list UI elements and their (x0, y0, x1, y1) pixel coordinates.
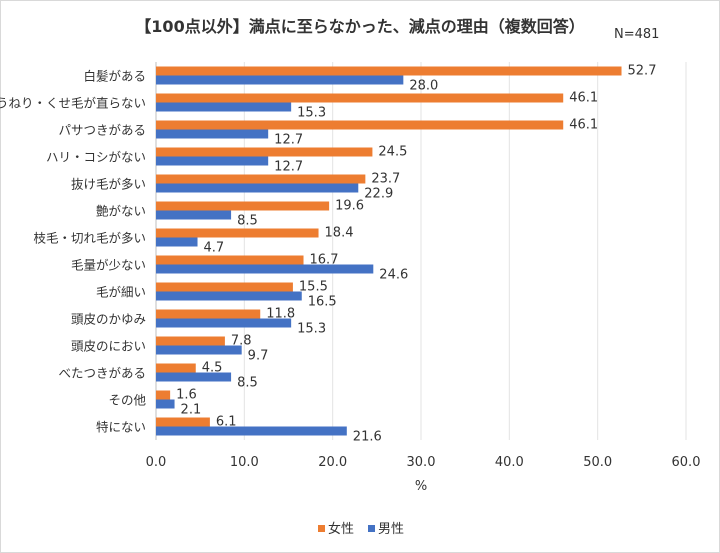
bar-male (156, 291, 302, 301)
data-label: 23.7 (371, 172, 400, 187)
data-label: 4.7 (204, 241, 225, 256)
x-tick-label: 40.0 (495, 455, 524, 470)
data-label: 1.6 (176, 388, 197, 403)
bar-female (156, 147, 373, 157)
data-label: 12.7 (274, 133, 303, 148)
bar-female (156, 255, 304, 265)
x-tick-label: 20.0 (318, 455, 347, 470)
bar-female (156, 201, 330, 211)
category-label: 頭皮のにおい (71, 339, 146, 354)
data-label: 4.5 (202, 361, 223, 376)
bar-male (156, 237, 198, 247)
legend-swatch (318, 525, 325, 532)
bar-male (156, 75, 404, 85)
data-label: 7.8 (231, 334, 252, 349)
bar-female (156, 363, 196, 373)
data-label: 16.7 (310, 253, 339, 268)
data-label: 12.7 (274, 160, 303, 175)
data-label: 8.5 (237, 376, 258, 391)
data-label: 28.0 (409, 79, 438, 94)
category-label: 白髪がある (83, 69, 146, 84)
bar-female (156, 282, 293, 292)
legend: 女性 男性 (318, 521, 404, 537)
data-label: 9.7 (248, 349, 269, 364)
bar-female (156, 309, 261, 319)
data-label: 21.6 (353, 430, 382, 445)
data-label: 52.7 (628, 64, 657, 79)
chart-title: 【100点以外】満点に至らなかった、減点の理由（複数回答） (135, 17, 584, 36)
data-label: 24.6 (379, 268, 408, 283)
data-label: 15.3 (297, 322, 326, 337)
sample-size-note: N=481 (614, 27, 659, 42)
bar-male (156, 264, 374, 274)
bar-female (156, 174, 366, 184)
data-label: 18.4 (325, 226, 354, 241)
data-label: 8.5 (237, 214, 258, 229)
bar-female (156, 120, 564, 130)
x-tick-label: 60.0 (672, 455, 701, 470)
x-tick-label: 10.0 (230, 455, 259, 470)
legend-label: 男性 (378, 522, 404, 537)
category-label: パサつきがある (58, 123, 146, 138)
category-label: べたつきがある (58, 366, 146, 381)
legend-label: 女性 (328, 521, 354, 537)
data-label: 46.1 (569, 91, 598, 106)
bar-male (156, 318, 292, 328)
category-label: 艶がない (96, 204, 146, 219)
category-label: 特にない (96, 420, 146, 435)
bar-female (156, 390, 171, 400)
data-label: 11.8 (266, 307, 295, 322)
category-label: 抜け毛が多い (71, 177, 146, 192)
data-label: 22.9 (364, 187, 393, 202)
bar-male (156, 399, 175, 409)
category-label: 頭皮のかゆみ (71, 312, 146, 327)
data-label: 19.6 (335, 199, 364, 214)
x-tick-label: 30.0 (407, 455, 436, 470)
bar-male (156, 102, 292, 112)
data-label: 46.1 (569, 118, 598, 133)
legend-swatch (368, 525, 375, 532)
data-label: 15.3 (297, 106, 326, 121)
bar-male (156, 129, 269, 139)
data-label: 16.5 (308, 295, 337, 310)
data-label: 15.5 (299, 280, 328, 295)
category-label: その他 (108, 393, 146, 408)
bar-male (156, 426, 347, 436)
bar-male (156, 372, 232, 382)
data-label: 6.1 (216, 415, 237, 430)
bar-female (156, 336, 225, 346)
bar-male (156, 345, 242, 355)
bar-male (156, 156, 269, 166)
category-label: 枝毛・切れ毛が多い (33, 231, 146, 246)
category-label: 毛が細い (96, 285, 146, 300)
bar-female (156, 66, 622, 76)
bar-female (156, 417, 210, 427)
x-tick-label: 0.0 (146, 455, 167, 470)
bar-male (156, 210, 232, 220)
category-label: うねり・くせ毛が直らない (0, 96, 146, 111)
x-axis-label: % (415, 479, 427, 494)
category-label: 毛量が少ない (71, 258, 146, 273)
bar-female (156, 228, 319, 238)
data-label: 24.5 (378, 145, 407, 160)
bar-female (156, 93, 564, 103)
data-label: 2.1 (181, 403, 202, 418)
x-tick-label: 50.0 (583, 455, 612, 470)
category-label: ハリ・コシがない (46, 150, 146, 165)
bar-male (156, 183, 359, 193)
